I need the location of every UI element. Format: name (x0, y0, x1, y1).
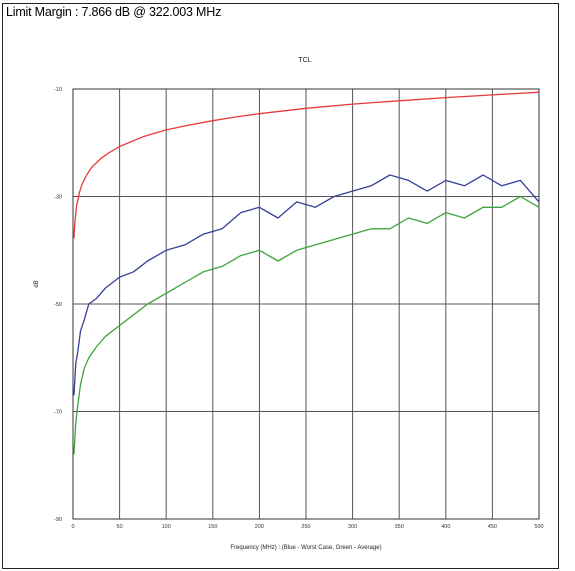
x-tick-label: 200 (255, 524, 264, 530)
y-tick-label: -30 (54, 195, 62, 201)
y-tick-label: -70 (54, 410, 62, 416)
x-tick-label: 0 (71, 524, 74, 530)
tick-layer: 0 50 100 150 200 250 300 350 400 450 500 -10 -30 -50 -… (54, 87, 544, 530)
grid-layer (72, 88, 540, 520)
chart-title: TCL (298, 57, 311, 64)
x-axis-label: Frequency (MHz) : (Blue - Worst Case, Gr… (230, 545, 381, 551)
series-line-average (73, 195, 540, 455)
x-tick-label: 500 (534, 524, 543, 530)
y-tick-label: -90 (54, 517, 62, 523)
x-tick-label: 300 (348, 524, 357, 530)
series-line-worst-case (73, 174, 540, 396)
x-tick-label: 400 (441, 524, 450, 530)
x-tick-label: 50 (117, 524, 123, 530)
plot-area (72, 88, 540, 520)
limit-margin-header: Limit Margin : 7.866 dB @ 322.003 MHz (6, 5, 222, 19)
series-layer (73, 91, 540, 455)
x-tick-label: 150 (208, 524, 217, 530)
x-tick-label: 450 (488, 524, 497, 530)
x-tick-label: 100 (162, 524, 171, 530)
x-tick-label: 250 (301, 524, 310, 530)
x-tick-label: 350 (395, 524, 404, 530)
y-tick-label: -50 (54, 302, 62, 308)
series-line-limit (73, 91, 540, 239)
y-axis-label: dB (34, 280, 40, 287)
chart-window: Limit Margin : 7.866 dB @ 322.003 MHz (2, 3, 559, 569)
y-tick-label: -10 (54, 87, 62, 93)
